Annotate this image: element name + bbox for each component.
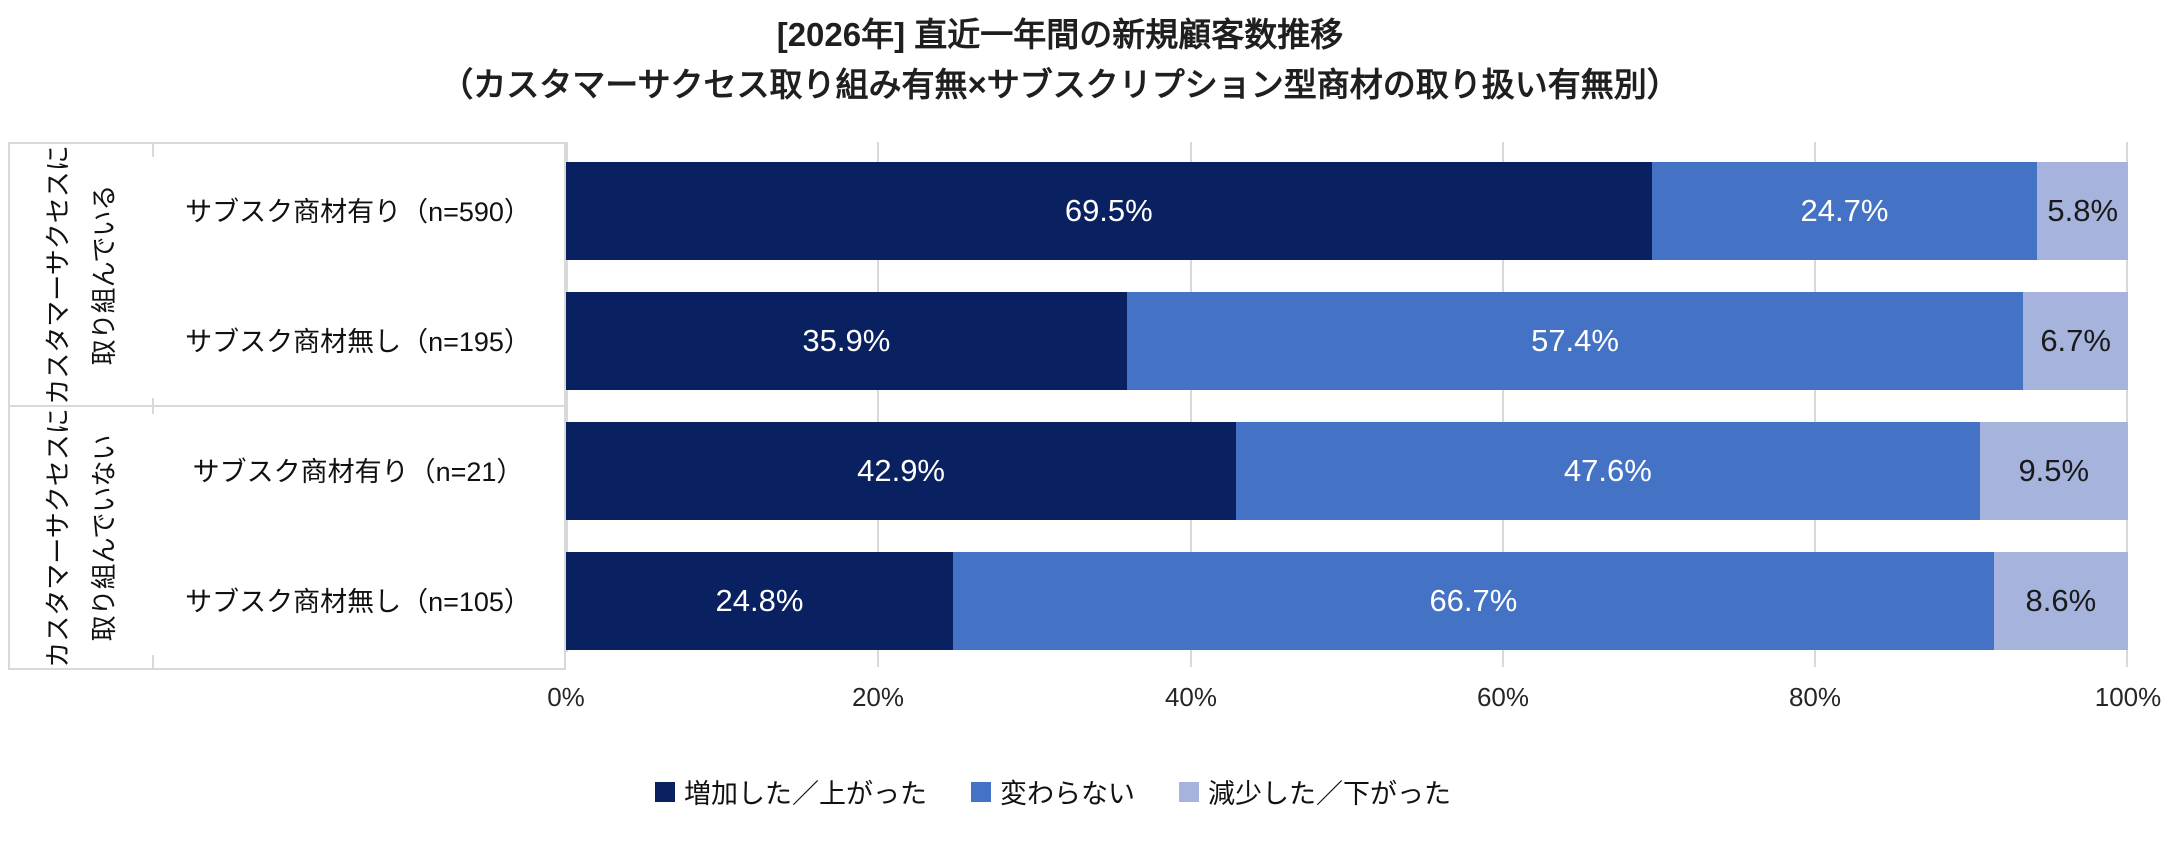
axis-tick	[877, 652, 879, 667]
segment-unchanged: 57.4%	[1126, 292, 2024, 390]
gridline-100pct	[2126, 142, 2128, 652]
label-box-bottom-border	[8, 668, 566, 670]
segment-decrease: 8.6%	[1993, 552, 2128, 650]
label-box-left-border	[8, 142, 10, 670]
group-label-cs-not-engaged: カスタマーサクセスに 取り組んでいない	[10, 407, 152, 668]
bar-row-subsc-no-n195: 35.9% 57.4% 6.7%	[566, 292, 2128, 390]
row-label: サブスク商材無し（n=105）	[185, 587, 531, 617]
group-label-cs-engaged: カスタマーサクセスに 取り組んでいる	[10, 144, 152, 405]
gridline-40pct	[1190, 142, 1192, 652]
axis-tick	[1502, 652, 1504, 667]
axis-tick	[2126, 652, 2128, 667]
legend-item-decrease: 減少した／下がった	[1179, 772, 1451, 811]
group-label-line: 取り組んでいる	[89, 184, 119, 366]
segment-decrease: 9.5%	[1979, 422, 2128, 520]
x-axis-label: 60%	[1476, 682, 1530, 712]
x-axis-label: 40%	[1164, 682, 1218, 712]
legend-swatch-unchanged	[971, 781, 991, 802]
plot-area: 69.5% 24.7% 5.8% 35.9% 57.4% 6.7% 42.9% …	[566, 142, 2128, 667]
bar-row-subsc-yes-n590: 69.5% 24.7% 5.8%	[566, 162, 2128, 260]
legend-item-unchanged: 変わらない	[971, 772, 1135, 811]
bar-row-subsc-no-n105: 24.8% 66.7% 8.6%	[566, 552, 2128, 650]
gridline-0pct	[566, 142, 568, 652]
legend: 増加した／上がった 変わらない 減少した／下がった	[655, 772, 1451, 811]
legend-label: 減少した／下がった	[1208, 779, 1451, 809]
chart-title: [2026年] 直近一年間の新規顧客数推移	[776, 16, 1344, 53]
row-label: サブスク商材有り（n=21）	[192, 457, 524, 487]
legend-item-increase: 増加した／上がった	[655, 772, 927, 811]
label-column-divider-tick	[152, 398, 154, 414]
legend-label: 変わらない	[1000, 779, 1135, 809]
chart-subtitle: （カスタマーサクセス取り組み有無×サブスクリプション型商材の取り扱い有無別）	[440, 66, 1680, 103]
axis-tick	[1814, 652, 1816, 667]
label-box-middle-border	[8, 405, 566, 407]
segment-increase: 42.9%	[566, 422, 1237, 520]
axis-tick	[1190, 652, 1192, 667]
label-box-right-border	[564, 142, 566, 670]
segment-unchanged: 24.7%	[1651, 162, 2038, 260]
bar-row-subsc-yes-n21: 42.9% 47.6% 9.5%	[566, 422, 2128, 520]
row-label: サブスク商材無し（n=195）	[185, 327, 531, 357]
row-label: サブスク商材有り（n=590）	[185, 197, 531, 227]
gridline-20pct	[877, 142, 879, 652]
segment-unchanged: 47.6%	[1236, 422, 1980, 520]
group-label-line: 取り組んでいない	[89, 434, 119, 642]
gridline-80pct	[1814, 142, 1816, 652]
segment-decrease: 5.8%	[2037, 162, 2128, 260]
segment-increase: 24.8%	[566, 552, 953, 650]
label-column-divider-tick	[152, 142, 154, 157]
group-label-line: カスタマーサクセスに	[43, 408, 73, 668]
label-box-top-border	[8, 142, 566, 144]
x-axis-label: 20%	[851, 682, 905, 712]
segment-increase: 35.9%	[566, 292, 1127, 390]
group-label-line: カスタマーサクセスに	[43, 145, 73, 405]
segment-unchanged: 66.7%	[952, 552, 1994, 650]
label-column-divider-tick	[152, 655, 154, 670]
x-axis-label: 0%	[547, 682, 585, 712]
legend-label: 増加した／上がった	[684, 779, 927, 809]
gridline-60pct	[1502, 142, 1504, 652]
legend-swatch-increase	[655, 781, 675, 802]
segment-decrease: 6.7%	[2023, 292, 2128, 390]
x-axis-label: 80%	[1788, 682, 1842, 712]
x-axis-label: 100%	[2094, 682, 2162, 712]
legend-swatch-decrease	[1179, 781, 1199, 802]
segment-increase: 69.5%	[566, 162, 1652, 260]
